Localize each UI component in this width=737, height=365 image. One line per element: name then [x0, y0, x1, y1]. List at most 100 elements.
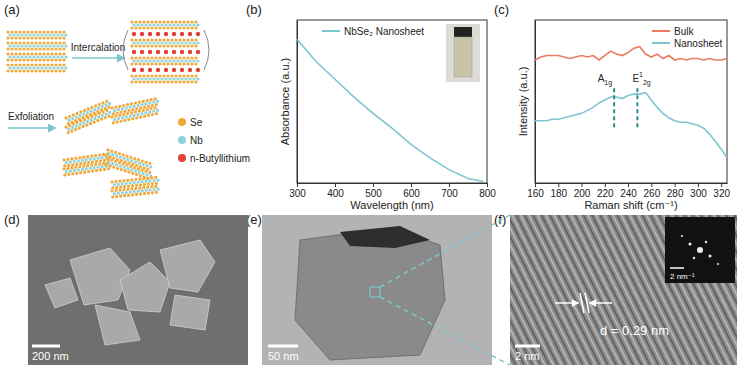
x-tick: 260 [644, 183, 661, 199]
se-atom [38, 41, 41, 44]
nb-atom [16, 44, 19, 47]
se-atom [114, 105, 118, 109]
nb-atom [107, 151, 111, 155]
nb-atom [69, 169, 73, 173]
se-atom [194, 26, 197, 29]
se-atom [22, 52, 25, 55]
nb-atom [132, 59, 135, 62]
nb-atom [152, 100, 156, 104]
nb-atom [60, 44, 63, 47]
x-tick-label: 160 [527, 188, 544, 199]
se-atom [134, 44, 137, 47]
se-atom [143, 192, 147, 196]
se-atom [75, 120, 79, 124]
vial-photo [446, 24, 480, 82]
nb-atom [164, 59, 167, 62]
li-atom [196, 68, 200, 72]
nb-atom [8, 33, 11, 36]
panel-label: (e) [246, 212, 262, 227]
nb-atom [140, 189, 144, 193]
nb-atom [56, 44, 59, 47]
se-atom [150, 104, 154, 108]
nb-atom [136, 41, 139, 44]
se-atom [91, 169, 95, 173]
se-atom [106, 157, 110, 161]
legend-label: Bulk [674, 26, 694, 37]
se-atom [158, 20, 161, 23]
li-atom [132, 32, 136, 36]
lattice-fringe [579, 215, 654, 365]
se-atom [149, 98, 153, 102]
layer [110, 184, 160, 198]
se-atom [130, 20, 133, 23]
nb-atom [40, 55, 43, 58]
se-atom [26, 69, 29, 72]
se-atom [94, 163, 98, 167]
x-tick-label: 700 [441, 188, 458, 199]
se-atom [150, 176, 154, 180]
se-atom [146, 38, 149, 41]
nb-atom [172, 59, 175, 62]
x-tick: 220 [597, 183, 614, 199]
se-atom [130, 38, 133, 41]
nb-atom [188, 59, 191, 62]
nb-atom [74, 124, 78, 128]
se-atom [18, 30, 21, 33]
nb-atom [92, 157, 96, 161]
nb-atom [188, 41, 191, 44]
se-atom [131, 108, 135, 112]
se-atom [134, 110, 138, 114]
se-atom [71, 172, 75, 176]
se-atom [122, 113, 126, 117]
nb-atom [111, 162, 115, 166]
se-atom [174, 26, 177, 29]
nb-atom [121, 182, 125, 186]
schematic: IntercalationExfoliationSeNbn-Butyllithi… [6, 20, 250, 198]
nb-atom [73, 160, 77, 164]
nb-atom [156, 59, 159, 62]
se-atom [158, 56, 161, 59]
legend-dot [178, 118, 186, 126]
nb-atom [156, 99, 160, 103]
se-atom [134, 187, 138, 191]
se-atom [142, 56, 145, 59]
nb-atom [152, 77, 155, 80]
x-tick-label: 260 [644, 188, 661, 199]
se-atom [134, 101, 138, 105]
se-atom [155, 191, 159, 195]
nb-atom [152, 179, 156, 183]
x-tick-mark [605, 183, 606, 187]
nb-atom [124, 182, 128, 186]
zoom-connector [380, 215, 510, 287]
se-atom [99, 168, 103, 172]
se-atom [133, 157, 137, 161]
nb-atom [113, 109, 117, 113]
li-atom [156, 50, 160, 54]
li-atom [132, 50, 136, 54]
nb-atom [96, 165, 100, 169]
li-atom [156, 68, 160, 72]
se-atom [130, 187, 134, 191]
nb-atom [92, 166, 96, 170]
se-atom [42, 41, 45, 44]
nb-atom [137, 161, 141, 165]
se-atom [130, 62, 133, 65]
nb-atom [136, 113, 140, 117]
nb-atom [60, 55, 63, 58]
x-tick: 200 [574, 183, 591, 199]
x-tick: 300 [690, 183, 707, 199]
nb-atom [168, 23, 171, 26]
layer [6, 63, 67, 72]
layer [130, 56, 199, 65]
se-atom [119, 110, 123, 114]
se-atom [190, 62, 193, 65]
nb-atom [71, 116, 75, 120]
se-atom [134, 74, 137, 77]
se-atom [138, 74, 141, 77]
se-atom [30, 47, 33, 50]
se-atom [46, 58, 49, 61]
se-atom [170, 80, 173, 83]
nb-atom [117, 108, 121, 112]
se-atom [101, 110, 105, 114]
nb-atom [76, 159, 80, 163]
